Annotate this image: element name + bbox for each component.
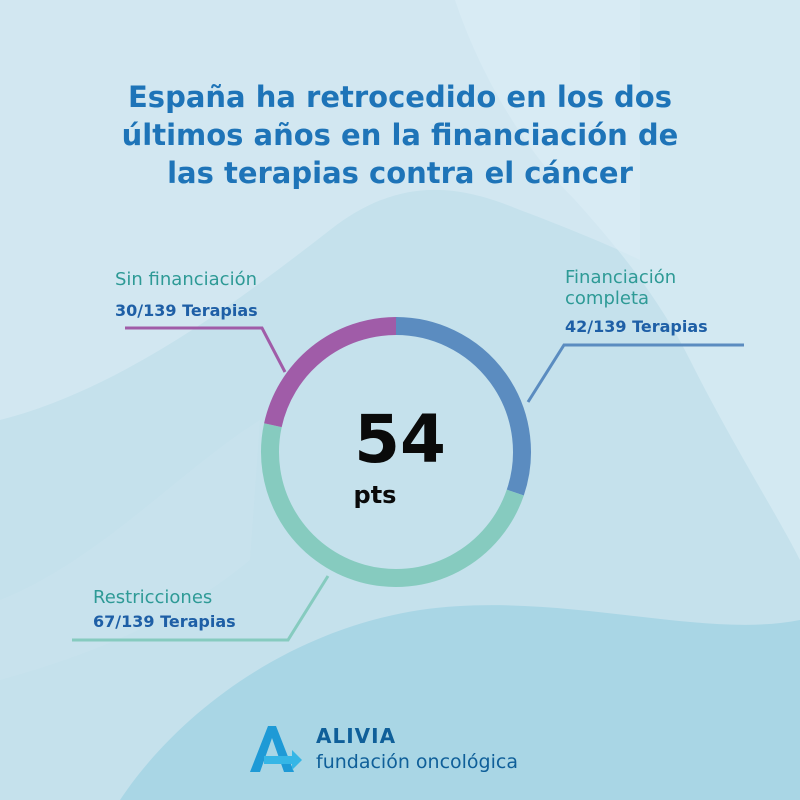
label-sin-financiacion-count: 30/139 Terapias <box>115 301 258 320</box>
label-financiacion-completa: Financiación completa 42/139 Terapias <box>565 267 708 338</box>
title-line: últimos años en la financiación de <box>121 118 679 152</box>
brand-name: ALIVIA <box>316 724 397 748</box>
alivia-logo-icon <box>250 726 302 772</box>
slice-restricciones <box>261 423 524 587</box>
brand-subtitle: fundación oncológica <box>316 751 518 773</box>
leader-line-sin-financiacion <box>125 326 287 373</box>
slice-sin-financiacion <box>264 317 397 428</box>
label-restricciones-name: Restricciones <box>93 587 213 608</box>
center-score-value: 54 <box>354 401 446 478</box>
label-financiacion-completa-count: 42/139 Terapias <box>565 317 708 336</box>
slice-financiacion-completa <box>395 317 531 496</box>
label-financiacion-completa-name: completa <box>565 288 650 309</box>
leader-lines <box>72 326 744 642</box>
label-restricciones-count: 67/139 Terapias <box>93 612 236 631</box>
donut-slices <box>261 317 531 587</box>
label-sin-financiacion: Sin financiación 30/139 Terapias <box>115 269 258 322</box>
title-line: las terapias contra el cáncer <box>167 156 633 190</box>
leader-line-financiacion-completa <box>526 343 744 403</box>
label-restricciones: Restricciones 67/139 Terapias <box>93 587 236 633</box>
leader-line-restricciones <box>72 575 330 642</box>
title-line: España ha retrocedido en los dos <box>128 80 672 114</box>
label-sin-financiacion-name: Sin financiación <box>115 269 257 290</box>
label-financiacion-completa-name: Financiación <box>565 267 677 288</box>
center-score-unit: pts <box>353 481 397 509</box>
page-title: España ha retrocedido en los dos últimos… <box>60 78 740 192</box>
